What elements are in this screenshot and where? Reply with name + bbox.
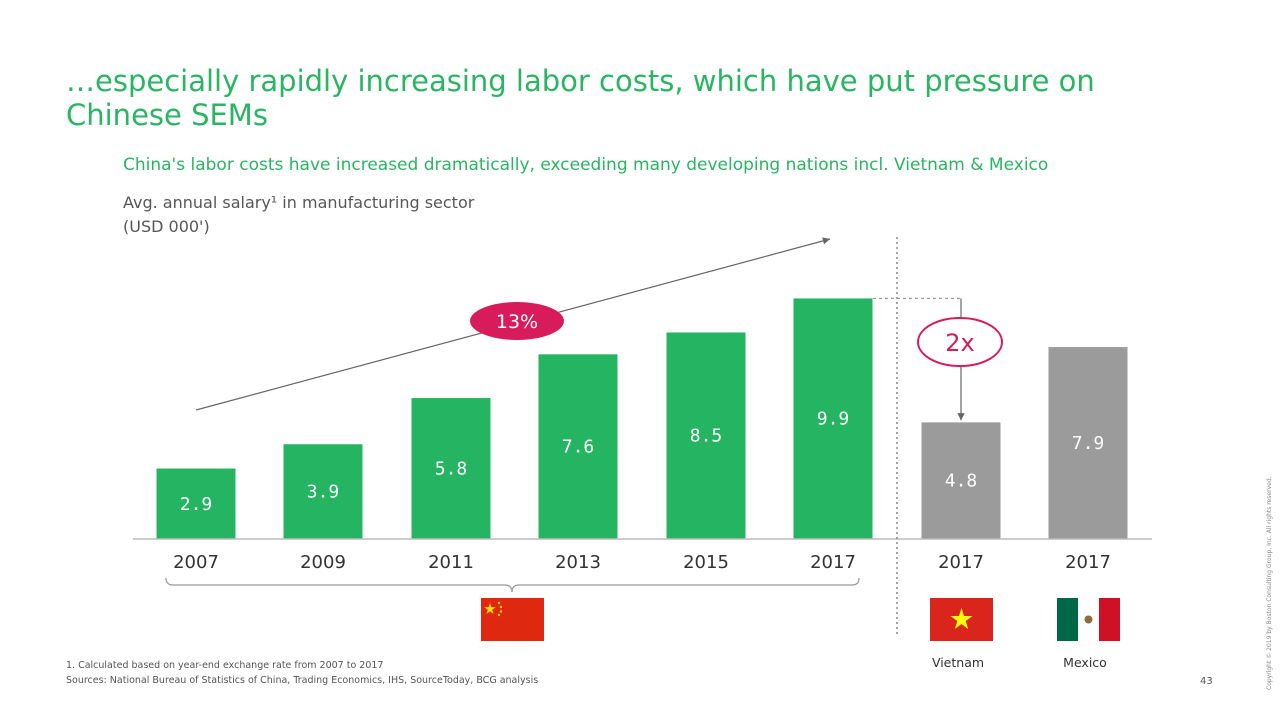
mexico-flag-icon: [1057, 598, 1120, 641]
x-tick-label: 2007: [173, 552, 219, 573]
y-axis-label: Avg. annual salary¹ in manufacturing sec…: [123, 193, 475, 212]
bar-value-label: 8.5: [690, 426, 723, 447]
mexico-label: Mexico: [1063, 655, 1107, 670]
bar-china-2015: [666, 332, 746, 539]
chart-subtitle: China's labor costs have increased drama…: [123, 155, 1049, 175]
x-tick-label: 2009: [300, 552, 346, 573]
bar-china-2013: [538, 354, 618, 539]
bar-value-label: 4.8: [945, 471, 978, 492]
china-group-brace: [165, 577, 860, 593]
cagr-callout-bubble: [470, 302, 564, 340]
bar-value-label: 7.9: [1072, 433, 1105, 454]
bar-china-2011: [411, 398, 491, 539]
bar-vietnam-2017: [921, 422, 1001, 539]
bar-china-2009: [283, 444, 363, 539]
china-flag-icon: [481, 598, 544, 641]
x-tick-label: 2011: [428, 552, 474, 573]
page-number: 43: [1200, 676, 1213, 687]
bar-value-label: 7.6: [562, 437, 595, 458]
x-tick-label: 2017: [938, 552, 984, 573]
x-tick-label: 2017: [810, 552, 856, 573]
y-axis-unit: (USD 000'): [123, 217, 210, 236]
x-tick-label: 2015: [683, 552, 729, 573]
bar-mexico-2017: [1048, 347, 1128, 539]
cagr-callout-label: 13%: [496, 311, 538, 333]
bar-china-2007: [156, 468, 236, 539]
bar-value-label: 2.9: [180, 494, 213, 515]
multiple-callout-label: 2x: [945, 329, 974, 357]
bar-value-label: 5.8: [435, 459, 468, 480]
bar-china-2017: [793, 298, 873, 539]
page-title: …especially rapidly increasing labor cos…: [66, 64, 1095, 132]
vietnam-flag-icon: [930, 598, 993, 641]
x-tick-label: 2013: [555, 552, 601, 573]
bar-value-label: 3.9: [307, 482, 340, 503]
x-tick-label: 2017: [1065, 552, 1111, 573]
bar-value-label: 9.9: [817, 409, 850, 430]
multiple-callout-bubble: [917, 317, 1003, 367]
footnote: 1. Calculated based on year-end exchange…: [66, 660, 384, 671]
copyright-notice: Copyright © 2019 by Boston Consulting Gr…: [1266, 476, 1273, 690]
sources-note: Sources: National Bureau of Statistics o…: [66, 675, 539, 686]
vietnam-label: Vietnam: [931, 655, 985, 670]
